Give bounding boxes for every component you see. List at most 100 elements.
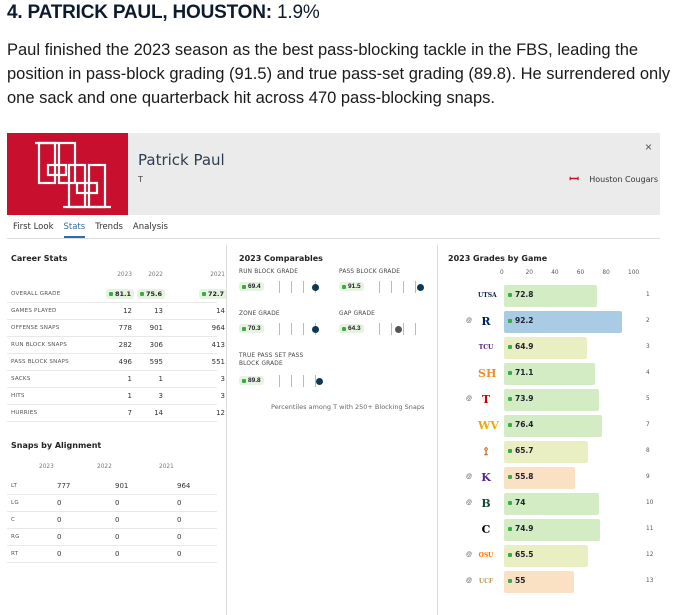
tab-analysis[interactable]: Analysis	[132, 222, 168, 232]
grade-value: 55	[508, 576, 525, 585]
overall-grade-pill: 75.6	[137, 289, 166, 299]
grade-value: 74.9	[508, 524, 534, 533]
alignment-value: 0	[57, 533, 62, 541]
scale-tick	[279, 323, 280, 335]
year-header: 2022	[148, 272, 163, 278]
year-header: 2021	[159, 464, 174, 470]
grade-value-text: 76.4	[515, 420, 534, 429]
alignment-value: 0	[115, 516, 120, 524]
alignment-value: 0	[57, 499, 62, 507]
team-logo	[7, 133, 128, 215]
comparable-value: 64.3	[348, 325, 361, 332]
grade-dot-icon	[508, 448, 512, 453]
alignment-value: 0	[177, 550, 182, 558]
opponent-logo-icon: C	[481, 523, 491, 536]
week-number: 11	[646, 526, 654, 532]
tab-first-look[interactable]: First Look	[13, 222, 54, 232]
stat-value: 3	[220, 392, 225, 400]
overall-grade-value: 75.6	[146, 290, 163, 298]
overall-grade-pill: 81.1	[106, 289, 135, 299]
stat-value: 306	[149, 341, 163, 349]
year-header: 2021	[210, 272, 225, 278]
stat-value: 12	[216, 409, 225, 417]
game-row: SH 71.1 4	[448, 362, 660, 386]
alignment-value: 0	[57, 516, 62, 524]
comparable-pill: 64.3	[339, 324, 364, 333]
week-number: 8	[646, 448, 650, 454]
stat-value: 901	[149, 324, 163, 332]
alignment-value: 0	[177, 516, 182, 524]
headline: 4. PATRICK PAUL, HOUSTON: 1.9%	[7, 2, 320, 24]
week-number: 13	[646, 578, 654, 584]
grade-dot-icon	[242, 284, 246, 289]
grade-dot-icon	[242, 378, 246, 383]
grade-value: 71.1	[508, 368, 534, 377]
scale-tick	[403, 281, 404, 293]
away-marker: @	[466, 396, 473, 402]
grade-value-text: 74	[515, 498, 526, 507]
alignment-label: C	[11, 517, 16, 523]
grade-dot-icon	[508, 500, 512, 505]
stat-value: 14	[154, 409, 163, 417]
stat-label: PASS BLOCK SNAPS	[11, 359, 69, 365]
grade-bar	[504, 389, 599, 411]
grade-dot-icon	[508, 292, 512, 297]
axis-tick-label: 40	[551, 270, 559, 276]
comparable-value: 70.3	[248, 325, 261, 332]
scale-tick	[279, 281, 280, 293]
tab-trends[interactable]: Trends	[95, 222, 123, 232]
axis-tick-label: 20	[525, 270, 533, 276]
grade-value-text: 65.7	[515, 446, 534, 455]
overall-grade-pill: 72.7	[199, 289, 228, 299]
grade-dot-icon	[508, 318, 512, 323]
scale-tick	[303, 281, 304, 293]
comparable-label: PASS BLOCK GRADE	[339, 269, 401, 275]
comparables-panel: RUN BLOCK GRADE 69.4 PASS BLOCK GRADE 91.5 Z…	[239, 266, 439, 426]
scale-tick	[315, 375, 316, 387]
away-marker: @	[466, 318, 473, 324]
stat-value: 3	[220, 375, 225, 383]
comparable-value: 69.4	[248, 283, 261, 290]
stat-value: 282	[118, 341, 132, 349]
stat-label: SACKS	[11, 376, 31, 382]
stat-value: 3	[158, 392, 163, 400]
opponent-logo-icon: B	[481, 497, 491, 510]
grade-value-text: 74.9	[515, 524, 534, 533]
grade-value-text: 64.9	[515, 342, 534, 351]
grade-value-text: 71.1	[515, 368, 534, 377]
week-number: 2	[646, 318, 650, 324]
game-row: WV 76.4 7	[448, 414, 660, 438]
opponent-logo-icon: WV	[478, 419, 499, 432]
team-link[interactable]: ꟷ Houston Cougars	[569, 173, 658, 185]
grade-dot-icon	[508, 422, 512, 427]
game-row: @ K 55.8 9	[448, 466, 660, 490]
opponent-logo-icon: R	[481, 315, 491, 328]
close-icon[interactable]: ×	[644, 140, 652, 154]
column-divider-2	[437, 245, 438, 615]
opponent-logo-icon: OSU	[478, 552, 494, 559]
stat-row: HITS 1 3 3	[7, 388, 225, 405]
alignment-row: C 0 0 0	[7, 512, 217, 529]
stat-value: 1	[127, 392, 132, 400]
stat-value: 551	[211, 358, 225, 366]
player-card-header: Patrick Paul T × ꟷ Houston Cougars	[7, 133, 660, 215]
away-marker: @	[466, 474, 473, 480]
comparable-label: RUN BLOCK GRADE	[239, 269, 299, 275]
stat-value: 14	[216, 307, 225, 315]
player-card: Patrick Paul T × ꟷ Houston Cougars First…	[7, 133, 660, 615]
scale-tick	[303, 323, 304, 335]
grade-value-text: 65.5	[515, 550, 534, 559]
grade-value-text: 55.8	[515, 472, 534, 481]
stat-value: 7	[127, 409, 132, 417]
grade-bar	[504, 571, 575, 593]
comparable-bar: 89.8	[239, 374, 323, 388]
grades-title: 2023 Grades by Game	[448, 254, 548, 263]
scale-tick	[291, 375, 292, 387]
opponent-logo-icon: SH	[478, 367, 497, 380]
stat-value: 413	[211, 341, 225, 349]
tab-stats[interactable]: Stats	[63, 222, 86, 238]
week-number: 4	[646, 370, 650, 376]
alignment-value: 0	[177, 533, 182, 541]
comparable-pill: 69.4	[239, 282, 264, 291]
overall-grade-value: 72.7	[208, 290, 225, 298]
